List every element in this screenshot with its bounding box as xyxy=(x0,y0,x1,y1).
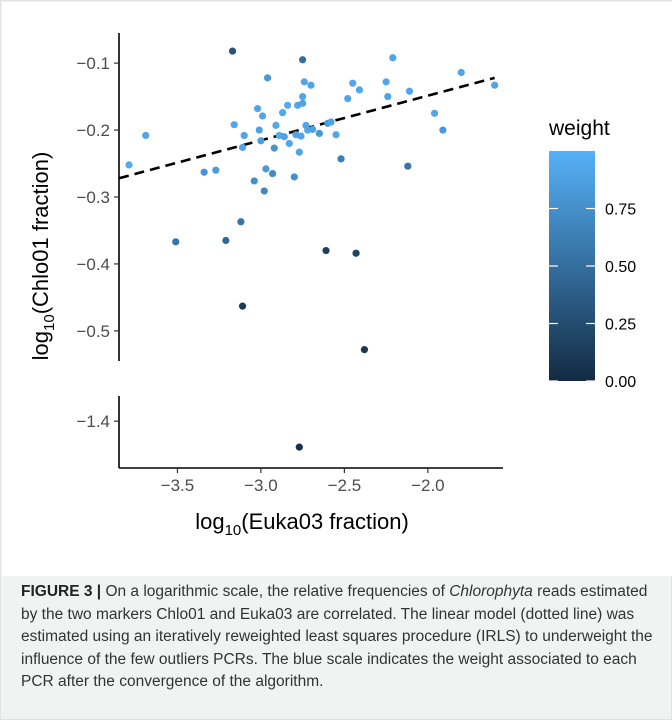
data-point xyxy=(389,54,397,62)
y-axis-title-rest: (Chlo01 fraction) xyxy=(28,152,53,315)
data-point xyxy=(457,68,465,77)
data-point xyxy=(360,346,369,354)
scatter-plot: −0.1 −0.2 −0.3 −0.4 −0.5 −1.4 −3.5 −3.0 −2.5 −2.0… xyxy=(2,2,672,576)
data-point xyxy=(491,81,499,89)
data-point xyxy=(327,118,335,126)
figure-caption: FIGURE 3 | On a logarithmic scale, the r… xyxy=(21,581,657,694)
legend-tick-label: 0.25 xyxy=(605,317,636,334)
y-axis-title-base: log xyxy=(28,331,53,360)
data-point xyxy=(439,126,447,134)
x-tick-label: −2.5 xyxy=(328,476,362,495)
data-point xyxy=(200,168,208,176)
data-point xyxy=(142,131,150,140)
y-tick-label: −0.3 xyxy=(76,188,110,207)
data-point xyxy=(404,162,412,170)
data-point xyxy=(349,79,357,87)
legend-title: weight xyxy=(548,117,610,140)
data-point xyxy=(315,129,323,138)
legend-tick-label: 0.00 xyxy=(605,374,636,391)
legend-tick-label: 0.75 xyxy=(605,202,636,219)
caption-species: Chlorophyta xyxy=(449,583,533,600)
data-point xyxy=(382,78,390,86)
data-point xyxy=(253,105,262,113)
x-tick-label: −2.0 xyxy=(411,476,445,495)
y-tick-label: −0.1 xyxy=(76,54,110,73)
y-tick-label: −0.5 xyxy=(76,322,110,341)
data-point xyxy=(272,121,280,129)
data-point xyxy=(430,109,439,117)
y-axis-title: log10(Chlo01 fraction) xyxy=(28,152,58,361)
data-point xyxy=(290,173,298,181)
caption-text-part2: reads estimated by the two markers Chlo0… xyxy=(21,583,653,690)
caption-text-part1: On a logarithmic scale, the relative fre… xyxy=(101,583,450,600)
data-point xyxy=(299,56,307,64)
data-point xyxy=(258,112,267,120)
data-point xyxy=(263,74,272,82)
data-point xyxy=(299,99,307,107)
y-tick-label: −0.2 xyxy=(76,121,110,140)
y-tick-label: −1.4 xyxy=(76,412,110,431)
data-point xyxy=(332,131,340,139)
data-point xyxy=(299,92,307,101)
data-point xyxy=(212,166,220,174)
data-point xyxy=(307,81,315,89)
legend: weight 0.75 0.50 0.25 0.00 xyxy=(548,117,636,391)
data-point xyxy=(284,101,292,109)
data-point xyxy=(337,155,345,163)
data-point xyxy=(309,125,317,133)
data-point xyxy=(240,131,248,140)
data-point xyxy=(222,236,230,245)
data-point xyxy=(262,165,270,173)
data-point xyxy=(355,86,364,94)
points-layer xyxy=(125,47,499,451)
x-tick-label: −3.5 xyxy=(161,476,195,495)
legend-ticks: 0.75 0.50 0.25 0.00 xyxy=(549,202,636,391)
data-point xyxy=(384,92,392,101)
caption-label: FIGURE 3 | xyxy=(21,583,102,600)
x-axis-title-sub: 10 xyxy=(225,522,242,539)
data-point xyxy=(255,126,263,134)
data-point xyxy=(238,302,247,310)
axes: −0.1 −0.2 −0.3 −0.4 −0.5 −1.4 −3.5 −3.0 −2.5 −2.0 xyxy=(76,33,503,495)
data-point xyxy=(238,143,247,152)
data-point xyxy=(172,238,180,246)
data-point xyxy=(270,144,278,152)
y-tick-label: −0.4 xyxy=(76,255,110,274)
x-axis-title: log10(Euka03 fraction) xyxy=(195,509,409,539)
x-axis-title-base: log xyxy=(195,509,224,534)
x-tick-label: −3.0 xyxy=(244,476,278,495)
data-point xyxy=(297,132,305,140)
data-point xyxy=(279,109,287,117)
data-point xyxy=(250,177,258,185)
data-point xyxy=(280,133,288,141)
data-point xyxy=(237,218,245,226)
data-point xyxy=(344,95,352,103)
data-point xyxy=(295,148,303,156)
data-point xyxy=(228,47,237,55)
data-point xyxy=(322,246,330,255)
data-point xyxy=(405,87,414,95)
data-point xyxy=(352,249,360,257)
data-point xyxy=(260,187,268,195)
data-point xyxy=(285,139,293,148)
data-point xyxy=(125,161,133,169)
data-point xyxy=(230,121,238,129)
data-point xyxy=(269,169,277,178)
legend-tick-label: 0.50 xyxy=(605,259,636,276)
y-axis-title-sub: 10 xyxy=(41,314,58,331)
x-axis-title-rest: (Euka03 fraction) xyxy=(241,509,409,534)
data-point xyxy=(295,443,303,451)
data-point xyxy=(300,78,308,86)
data-point xyxy=(257,137,265,145)
